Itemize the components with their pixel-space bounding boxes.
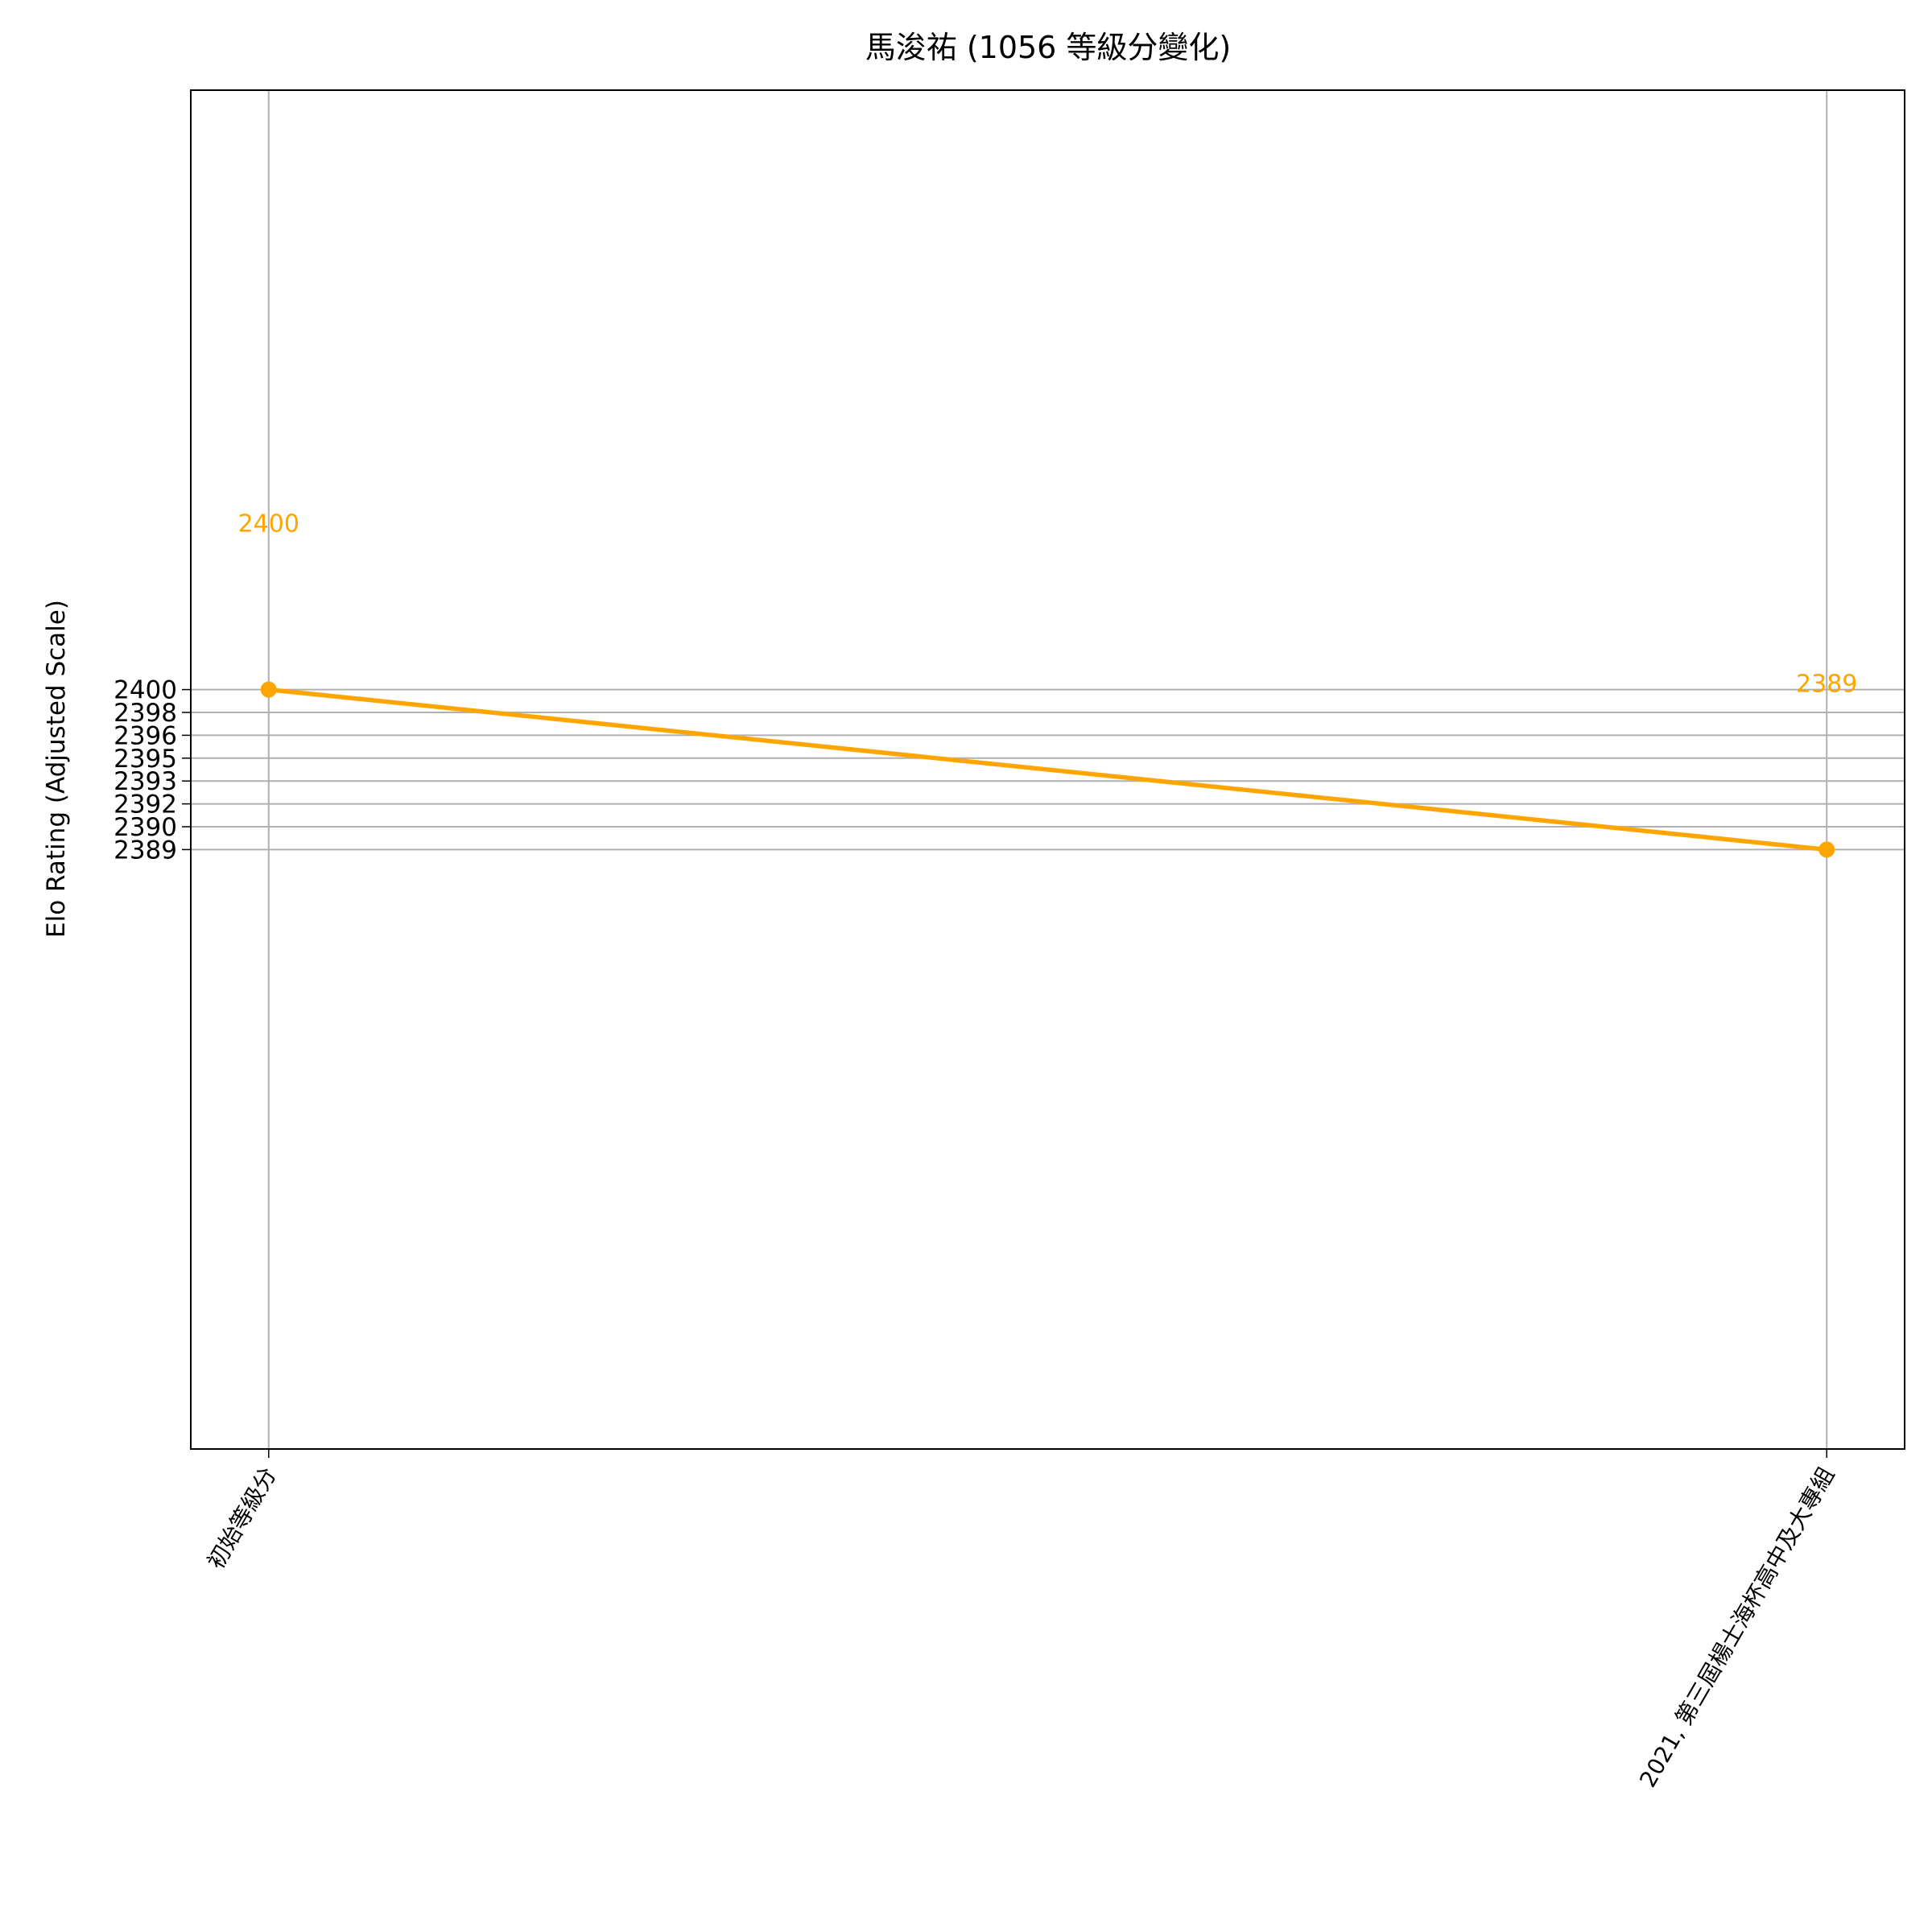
y-tick-label: 2396	[114, 721, 177, 750]
y-tick-label: 2389	[114, 836, 177, 865]
y-tick-label: 2400	[114, 676, 177, 705]
y-tick-label: 2398	[114, 699, 177, 728]
y-axis-label: Elo Rating (Adjusted Scale)	[42, 600, 71, 938]
y-tick-label: 2395	[114, 745, 177, 774]
point	[260, 681, 277, 698]
point	[1818, 841, 1835, 858]
data-label: 2389	[1796, 670, 1857, 698]
y-tick-label: 2390	[114, 813, 177, 842]
chart-title: 馬浚祐 (1056 等級分變化)	[865, 30, 1232, 65]
plot-frame	[190, 89, 1905, 1450]
data-label: 2400	[238, 510, 299, 539]
line	[268, 687, 1827, 852]
y-tick-label: 2392	[114, 791, 177, 819]
y-tick-label: 2393	[114, 767, 177, 796]
